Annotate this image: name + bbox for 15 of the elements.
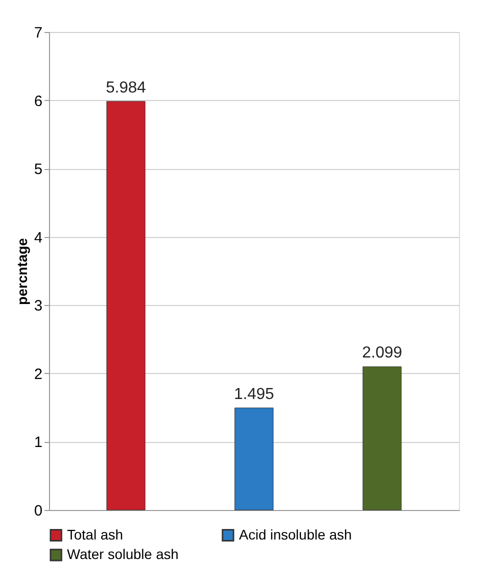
legend-label: Acid insoluble ash [239, 526, 352, 542]
y-tick-label: 6 [34, 92, 42, 110]
y-tick-label: 4 [34, 229, 42, 246]
data-label: 2.099 [362, 344, 402, 362]
y-tick-label: 5 [34, 161, 42, 178]
legend-label: Water soluble ash [67, 546, 179, 562]
y-tick-label: 1 [34, 434, 42, 452]
legend-label: Total ash [67, 526, 124, 542]
y-tick-label: 3 [34, 298, 42, 315]
y-tick-label: 0 [34, 502, 42, 520]
data-label: 1.495 [234, 386, 274, 403]
y-tick-label: 2 [34, 366, 42, 383]
y-tick-label: 7 [34, 24, 42, 42]
y-axis-title: percntage [14, 238, 30, 305]
data-label: 5.984 [106, 79, 146, 96]
